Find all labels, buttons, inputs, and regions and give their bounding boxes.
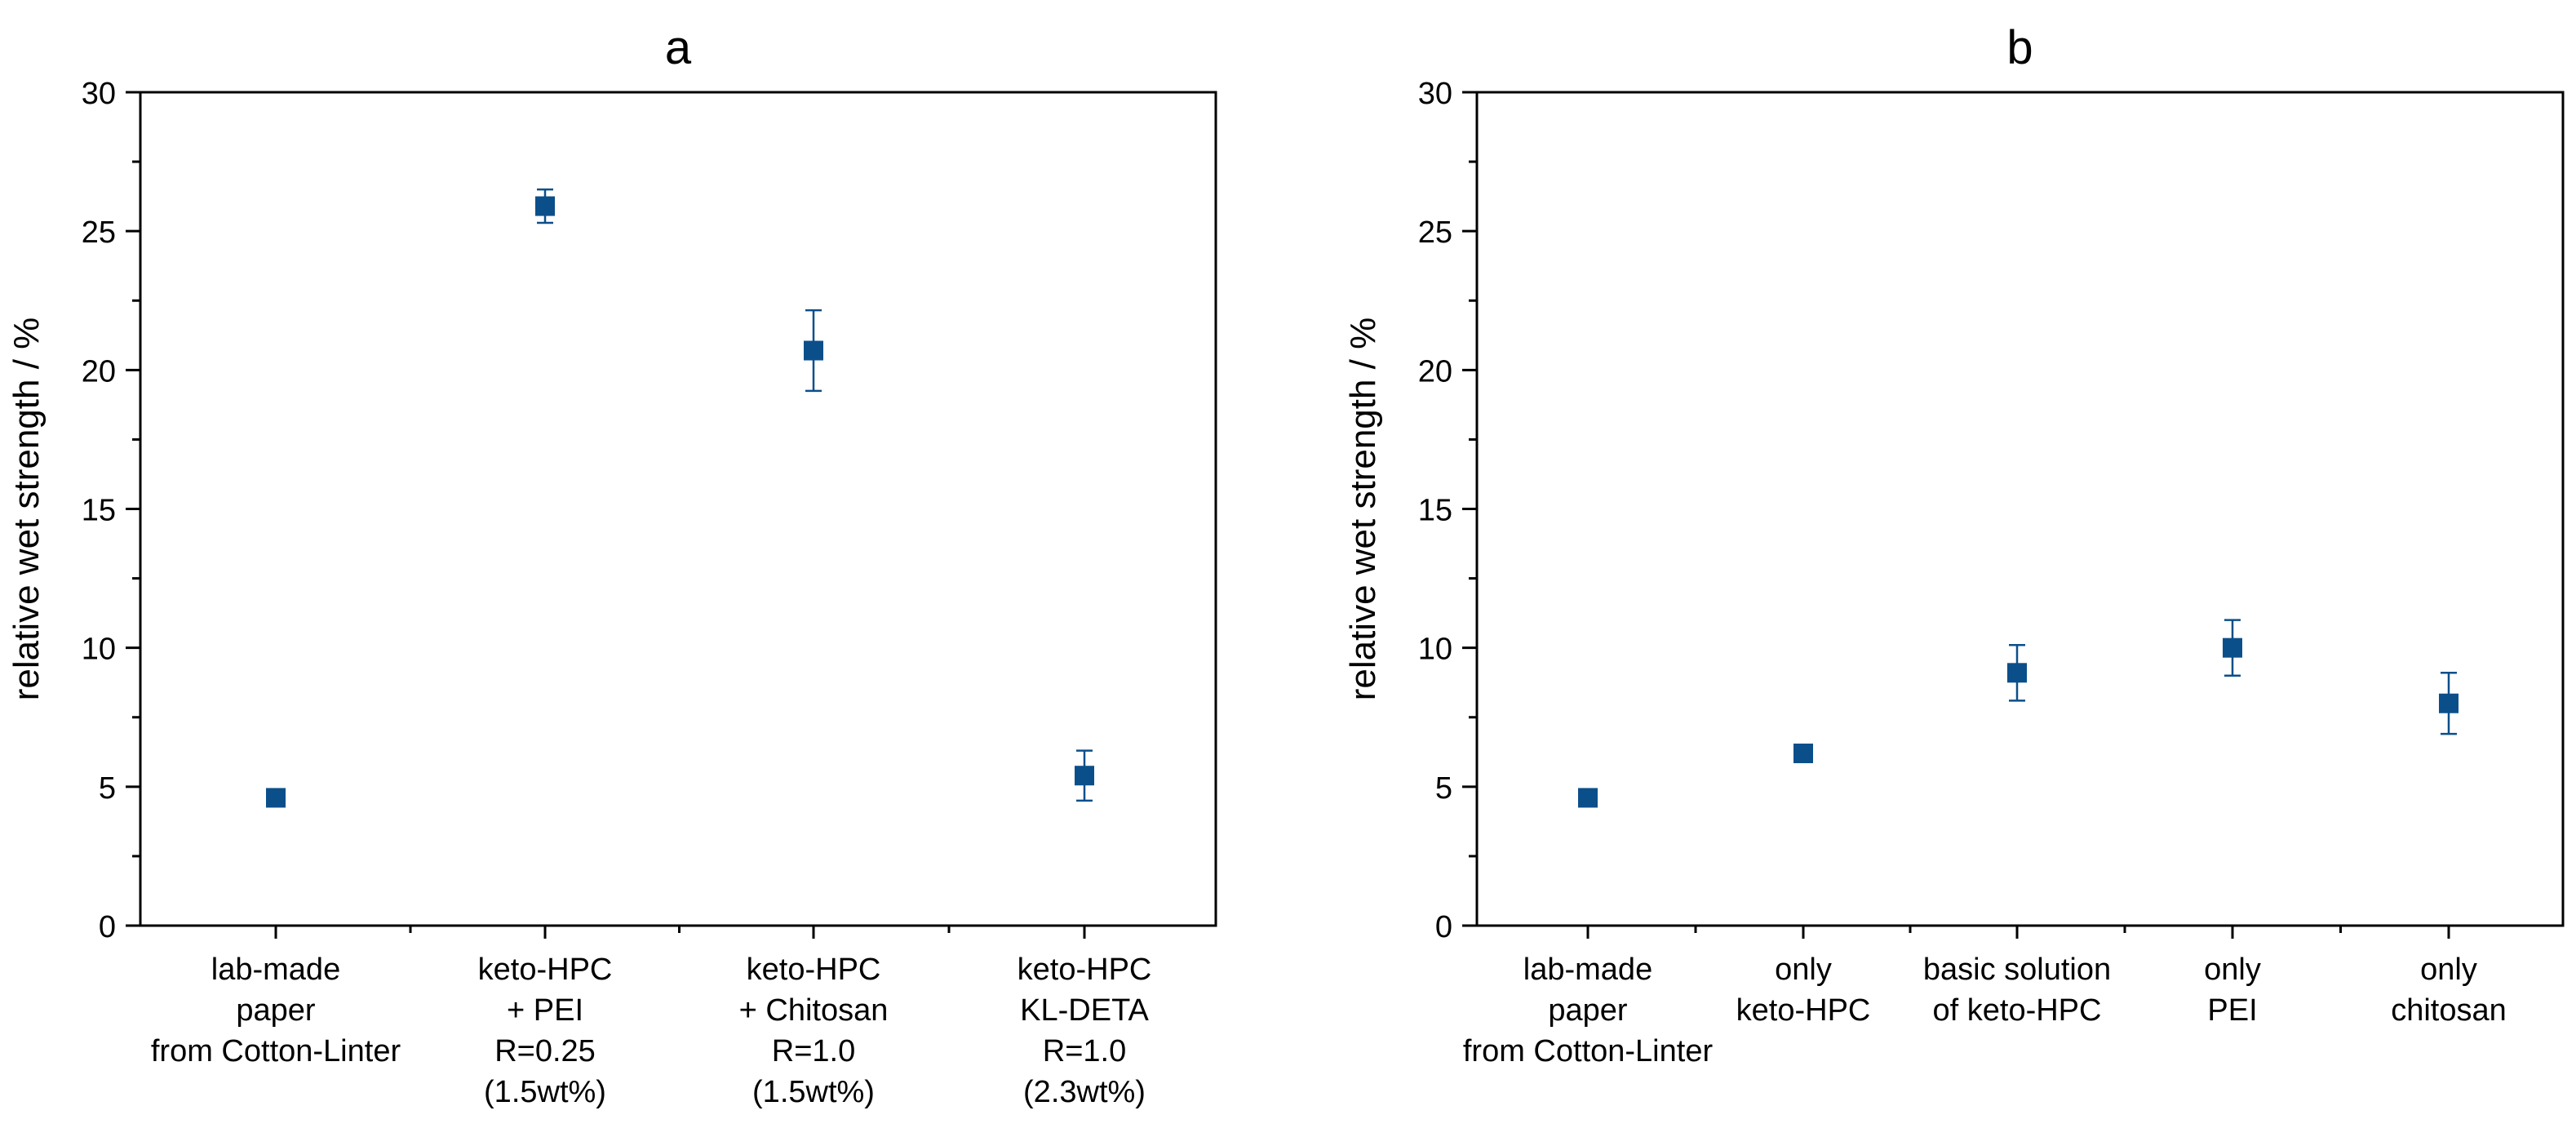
y-tick-label: 10 bbox=[1418, 633, 1452, 667]
y-tick-label: 10 bbox=[82, 633, 116, 667]
x-tick-label: keto-HPC bbox=[478, 953, 613, 987]
y-tick-label: 30 bbox=[1418, 77, 1452, 111]
x-tick-label: PEI bbox=[2207, 993, 2257, 1028]
x-tick-label: (1.5wt%) bbox=[484, 1075, 606, 1109]
data-point bbox=[1793, 743, 1813, 763]
data-point bbox=[2007, 663, 2027, 683]
y-tick-label: 5 bbox=[99, 771, 116, 806]
data-point bbox=[2223, 637, 2242, 658]
data-point bbox=[1075, 766, 1094, 786]
y-tick-label: 5 bbox=[1435, 771, 1452, 806]
y-axis-label: relative wet strength / % bbox=[7, 318, 47, 701]
data-point bbox=[2439, 693, 2459, 713]
x-tick-label: keto-HPC bbox=[1018, 953, 1152, 987]
y-tick-label: 25 bbox=[82, 215, 116, 250]
x-tick-label: paper bbox=[1548, 993, 1628, 1028]
x-tick-label: from Cotton-Linter bbox=[151, 1034, 401, 1068]
chart-title: b bbox=[2006, 21, 2033, 74]
x-tick-label: R=0.25 bbox=[494, 1034, 596, 1068]
x-tick-label: only bbox=[1775, 953, 1832, 987]
x-tick-label: only bbox=[2420, 953, 2477, 987]
plot-frame bbox=[1475, 91, 2565, 927]
y-tick-label: 0 bbox=[99, 910, 116, 944]
x-tick-label: from Cotton-Linter bbox=[1463, 1034, 1714, 1068]
x-tick-label: of keto-HPC bbox=[1933, 993, 2102, 1028]
x-tick-label: R=1.0 bbox=[1043, 1034, 1126, 1068]
x-tick-label: paper bbox=[236, 993, 316, 1028]
x-tick-label: + PEI bbox=[507, 993, 583, 1028]
data-point bbox=[1578, 788, 1598, 808]
x-tick-label: (1.5wt%) bbox=[752, 1075, 875, 1109]
x-tick-label: lab-made bbox=[211, 953, 340, 987]
chart-panel-a: a relative wet strength / % 0 5 10 15 20 25 30 la… bbox=[7, 21, 1217, 1109]
y-tick-label: 15 bbox=[1418, 494, 1452, 528]
chart-panel-b: b relative wet strength / % 0 5 10 15 20 25 30 la… bbox=[1343, 21, 2565, 1068]
x-tick-label: (2.3wt%) bbox=[1023, 1075, 1146, 1109]
y-tick-label: 15 bbox=[82, 494, 116, 528]
x-tick-label: keto-HPC bbox=[747, 953, 881, 987]
y-tick-label: 25 bbox=[1418, 215, 1452, 250]
y-tick-label: 20 bbox=[1418, 354, 1452, 389]
data-point bbox=[535, 196, 555, 216]
plot-frame bbox=[139, 91, 1217, 927]
y-axis-label: relative wet strength / % bbox=[1343, 318, 1383, 701]
x-tick-label: lab-made bbox=[1523, 953, 1652, 987]
data-point bbox=[266, 788, 286, 808]
y-tick-label: 20 bbox=[82, 354, 116, 389]
x-tick-label: chitosan bbox=[2391, 993, 2507, 1028]
chart-title: a bbox=[665, 21, 692, 74]
x-tick-label: basic solution bbox=[1923, 953, 2111, 987]
y-tick-label: 30 bbox=[82, 77, 116, 111]
x-tick-label: + Chitosan bbox=[739, 993, 889, 1028]
x-tick-label: only bbox=[2204, 953, 2261, 987]
x-tick-label: keto-HPC bbox=[1736, 993, 1871, 1028]
y-tick-label: 0 bbox=[1435, 910, 1452, 944]
data-point bbox=[804, 340, 823, 361]
x-tick-label: KL-DETA bbox=[1020, 993, 1149, 1028]
x-tick-label: R=1.0 bbox=[772, 1034, 855, 1068]
